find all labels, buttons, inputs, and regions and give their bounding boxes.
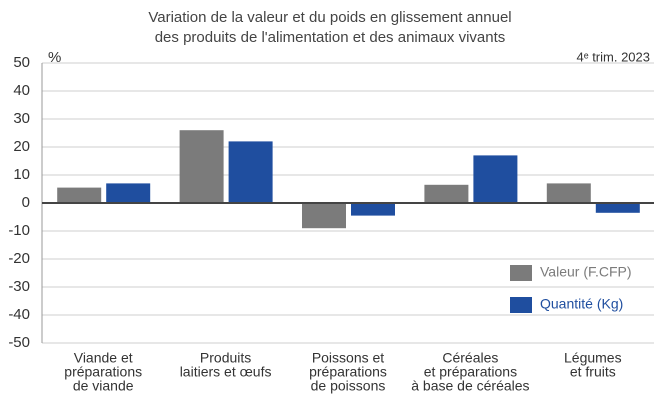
bar xyxy=(302,203,346,229)
y-tick-label: -30 xyxy=(8,278,30,295)
bar xyxy=(424,184,469,203)
bar xyxy=(351,203,395,216)
y-tick-label: -20 xyxy=(8,250,30,267)
bar xyxy=(595,203,640,213)
x-tick-label: de viande xyxy=(73,378,134,394)
y-tick-label: -40 xyxy=(8,306,30,323)
legend-label: Quantité (Kg) xyxy=(540,296,623,312)
x-tick-label: préparations xyxy=(64,364,142,380)
y-tick-label: 30 xyxy=(13,110,30,127)
y-tick-label: 10 xyxy=(13,166,30,183)
x-tick-label: à base de céréales xyxy=(411,378,529,394)
y-tick-label: -10 xyxy=(8,222,30,239)
y-tick-label: -50 xyxy=(8,334,30,351)
x-tick-label: et fruits xyxy=(570,364,616,380)
chart-title: des produits de l'alimentation et des an… xyxy=(155,29,506,46)
y-tick-label: 20 xyxy=(13,138,30,155)
bar xyxy=(228,141,273,203)
bar xyxy=(57,187,102,203)
x-tick-label: laitiers et œufs xyxy=(180,364,272,380)
y-tick-label: 0 xyxy=(22,194,30,211)
x-tick-label: de poissons xyxy=(311,378,386,394)
chart-title: Variation de la valeur et du poids en gl… xyxy=(148,9,511,26)
bar xyxy=(473,155,518,203)
bar xyxy=(546,183,591,203)
y-axis-label: % xyxy=(48,49,61,66)
x-tick-label: Céréales xyxy=(442,350,498,366)
x-tick-label: Viande et xyxy=(74,350,133,366)
annotation: 4ᵉ trim. 2023 xyxy=(577,49,650,64)
x-tick-label: Produits xyxy=(200,350,251,366)
x-tick-label: Légumes xyxy=(564,350,622,366)
y-tick-label: 50 xyxy=(13,54,30,71)
legend-swatch xyxy=(510,265,532,281)
y-tick-label: 40 xyxy=(13,82,30,99)
bar xyxy=(179,130,224,203)
x-tick-label: et préparations xyxy=(424,364,517,380)
bar xyxy=(106,183,151,203)
legend-swatch xyxy=(510,297,532,313)
legend-label: Valeur (F.CFP) xyxy=(540,264,632,280)
x-tick-label: préparations xyxy=(309,364,387,380)
x-tick-label: Poissons et xyxy=(312,350,384,366)
